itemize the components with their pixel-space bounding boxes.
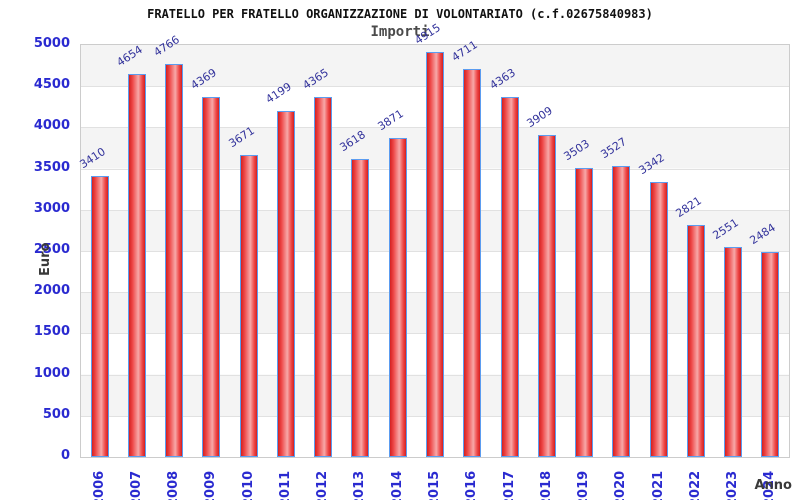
x-tick-2010: 2010 <box>241 470 256 500</box>
bar-2013 <box>351 159 369 457</box>
x-tick-2006: 2006 <box>92 470 107 500</box>
y-tick-0: 0 <box>60 448 70 463</box>
bar-2008 <box>165 64 183 457</box>
bar-2023 <box>724 247 742 457</box>
y-tick-2000: 2000 <box>33 283 70 298</box>
x-tick-2013: 2013 <box>352 470 367 500</box>
chart-subtitle: Importi <box>370 24 430 40</box>
x-tick-2019: 2019 <box>576 470 591 500</box>
bar-2024 <box>761 252 779 457</box>
y-tick-4500: 4500 <box>33 77 70 92</box>
y-tick-1000: 1000 <box>33 366 70 381</box>
y-tick-1500: 1500 <box>33 324 70 339</box>
bar-2017 <box>501 97 519 457</box>
bar-2014 <box>389 138 407 457</box>
x-tick-2014: 2014 <box>390 470 405 500</box>
x-tick-2007: 2007 <box>129 470 144 500</box>
x-tick-2015: 2015 <box>427 470 442 500</box>
x-tick-2016: 2016 <box>464 470 479 500</box>
x-tick-2017: 2017 <box>502 470 517 500</box>
x-tick-2022: 2022 <box>688 470 703 500</box>
y-tick-500: 500 <box>42 407 70 422</box>
bar-2006 <box>91 176 109 457</box>
bar-2016 <box>463 69 481 457</box>
x-tick-2020: 2020 <box>613 470 628 500</box>
bar-2007 <box>128 74 146 457</box>
x-tick-2011: 2011 <box>278 470 293 500</box>
y-tick-3000: 3000 <box>33 201 70 216</box>
x-tick-2021: 2021 <box>651 470 666 500</box>
bar-2015 <box>426 52 444 457</box>
y-tick-3500: 3500 <box>33 160 70 175</box>
x-tick-2018: 2018 <box>539 470 554 500</box>
x-tick-2012: 2012 <box>315 470 330 500</box>
bar-2018 <box>538 135 556 457</box>
x-tick-2023: 2023 <box>725 470 740 500</box>
chart-title: FRATELLO PER FRATELLO ORGANIZZAZIONE DI … <box>147 7 653 21</box>
plot-area <box>80 44 790 458</box>
x-axis-title: Anno <box>754 478 792 493</box>
x-tick-2008: 2008 <box>166 470 181 500</box>
y-axis-title: Euro <box>38 242 53 276</box>
y-tick-4000: 4000 <box>33 118 70 133</box>
y-tick-5000: 5000 <box>33 36 70 51</box>
x-tick-2009: 2009 <box>203 470 218 500</box>
bar-2020 <box>612 166 630 457</box>
bar-2009 <box>202 97 220 457</box>
bar-2012 <box>314 97 332 457</box>
bar-2022 <box>687 225 705 457</box>
y-tick-2500: 2500 <box>33 242 70 257</box>
bar-2019 <box>575 168 593 457</box>
bar-2010 <box>240 155 258 457</box>
bar-2021 <box>650 182 668 457</box>
bar-2011 <box>277 111 295 457</box>
